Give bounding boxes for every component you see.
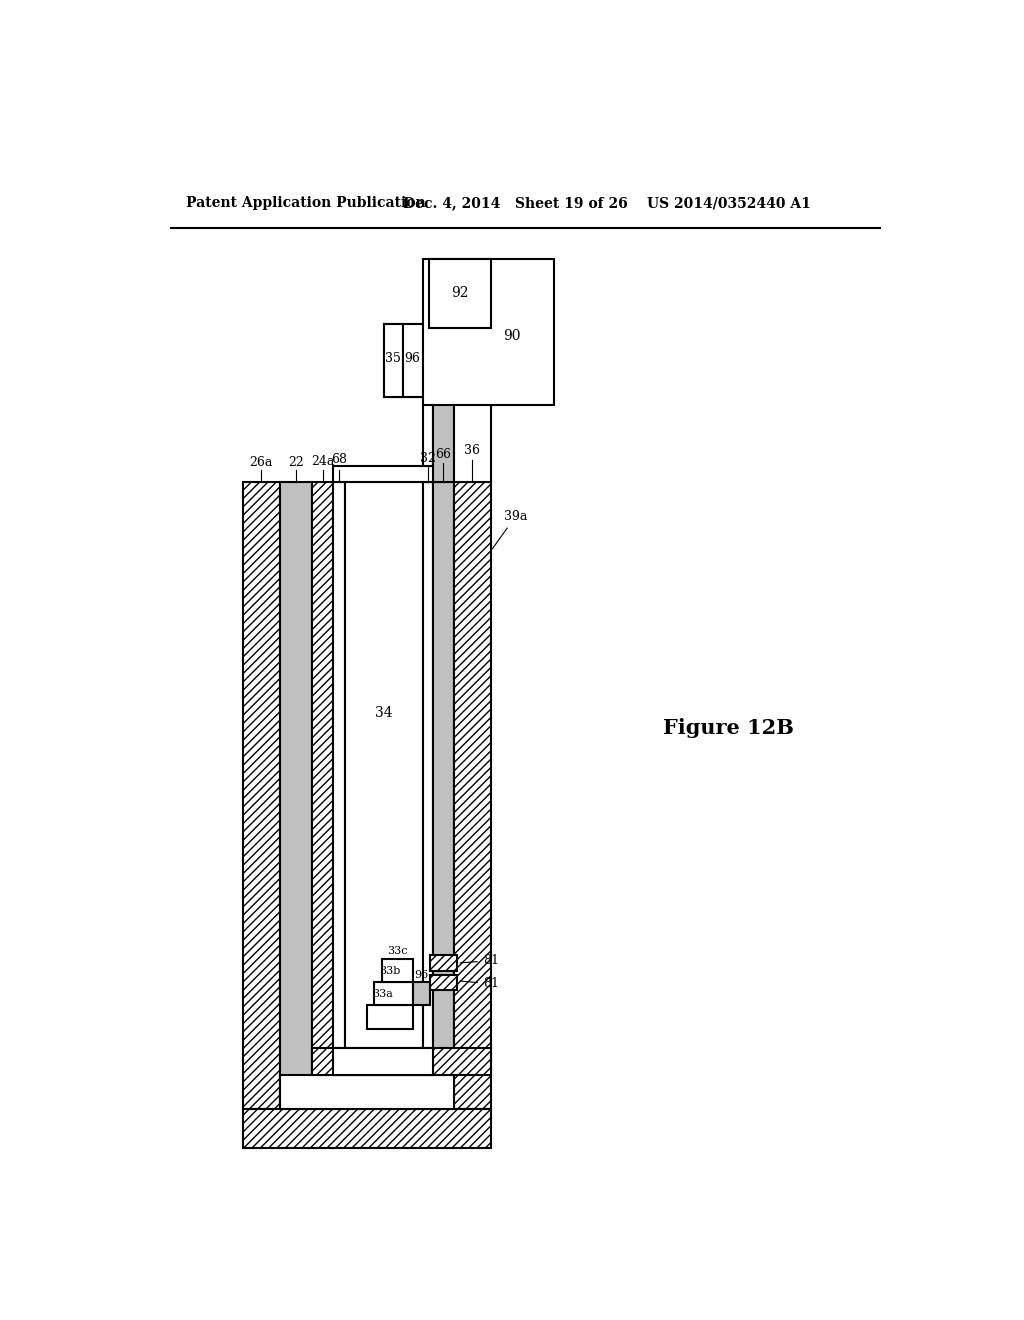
Bar — [423, 259, 554, 405]
Bar — [333, 482, 345, 1109]
Bar — [312, 482, 333, 1109]
Text: 96: 96 — [404, 352, 421, 366]
Text: US 2014/0352440 A1: US 2014/0352440 A1 — [647, 197, 811, 210]
Text: 26a: 26a — [250, 455, 273, 469]
Text: 66: 66 — [435, 449, 452, 462]
Text: 39a: 39a — [493, 510, 527, 549]
Bar — [433, 381, 454, 482]
Bar — [429, 259, 490, 327]
Text: Figure 12B: Figure 12B — [663, 718, 794, 738]
Text: Dec. 4, 2014   Sheet 19 of 26: Dec. 4, 2014 Sheet 19 of 26 — [403, 197, 628, 210]
Bar — [430, 956, 458, 970]
Bar — [454, 482, 490, 1109]
Bar — [384, 323, 403, 397]
Text: 22: 22 — [289, 455, 304, 469]
Bar — [433, 482, 454, 1109]
Text: 81: 81 — [460, 954, 499, 968]
Bar — [333, 1048, 433, 1074]
Text: 33c: 33c — [387, 946, 408, 957]
Bar — [367, 1006, 414, 1028]
Bar — [454, 381, 490, 482]
Bar — [312, 1048, 490, 1074]
Bar — [430, 974, 458, 990]
Text: 92: 92 — [451, 286, 468, 300]
Bar — [414, 982, 430, 1006]
Text: Patent Application Publication: Patent Application Publication — [186, 197, 426, 210]
Text: 36: 36 — [464, 445, 480, 458]
Bar — [423, 482, 433, 1109]
Bar — [423, 381, 433, 482]
Text: 68: 68 — [331, 453, 347, 466]
Bar — [382, 960, 414, 982]
Bar — [243, 482, 280, 1109]
Bar — [280, 1074, 454, 1109]
Text: 33b: 33b — [379, 966, 400, 975]
Text: 24a: 24a — [311, 454, 334, 467]
Text: 35: 35 — [385, 352, 401, 366]
Bar — [345, 482, 423, 1109]
Bar — [384, 323, 423, 397]
Text: 81: 81 — [460, 977, 499, 990]
Bar — [280, 482, 312, 1109]
Text: 32: 32 — [420, 453, 436, 465]
Bar — [243, 1109, 490, 1148]
Text: 34: 34 — [375, 706, 392, 719]
Bar — [375, 982, 414, 1006]
Bar — [403, 323, 423, 397]
Bar — [333, 466, 433, 482]
Text: 33a: 33a — [372, 989, 392, 999]
Text: 90: 90 — [503, 329, 520, 342]
Text: 96: 96 — [415, 970, 429, 979]
